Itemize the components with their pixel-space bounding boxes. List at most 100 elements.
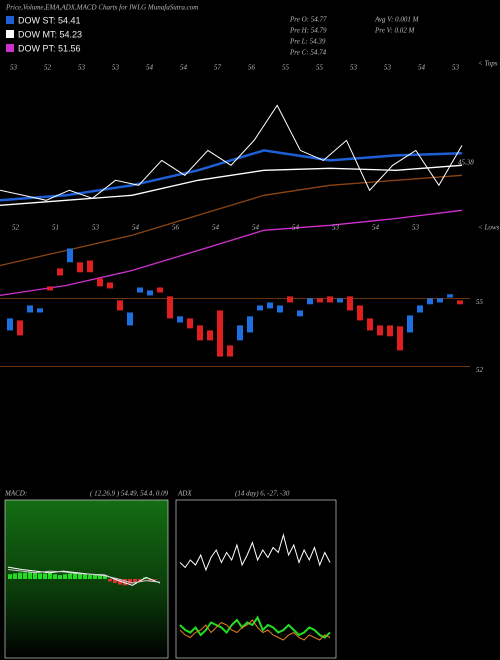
candle-body <box>197 325 203 341</box>
candle-body <box>447 294 453 298</box>
info-text: Pre O: 54.77 <box>289 16 327 24</box>
info-text: Avg V: 0.001 M <box>374 16 420 24</box>
info-text: Pre C: 54.74 <box>289 49 327 57</box>
low-label: 53 <box>332 224 340 232</box>
series-line <box>0 164 463 206</box>
candle-body <box>297 310 303 317</box>
top-label: 53 <box>10 64 18 72</box>
histogram-bar <box>63 574 67 579</box>
candle-body <box>377 325 383 336</box>
histogram-bar <box>33 572 37 579</box>
top-label: 54 <box>146 64 154 72</box>
annotation: 45.38 <box>458 159 474 167</box>
top-label: 53 <box>112 64 120 72</box>
histogram-bar <box>58 575 62 579</box>
candle-body <box>167 296 173 319</box>
macd-title: MACD: <box>4 490 27 498</box>
series-line <box>0 149 463 202</box>
candle-body <box>77 262 83 273</box>
candle-body <box>7 318 13 331</box>
candle-body <box>57 268 63 276</box>
top-label: 54 <box>418 64 426 72</box>
candle-body <box>287 296 293 303</box>
candle-body <box>277 305 283 313</box>
series-line <box>0 174 463 267</box>
histogram-bar <box>18 572 22 579</box>
candle-body <box>157 287 163 293</box>
candle-body <box>387 325 393 337</box>
series-line <box>179 533 331 572</box>
histogram-bar <box>123 579 127 586</box>
low-label: 54 <box>252 224 260 232</box>
histogram-bar <box>93 574 97 579</box>
candle-body <box>327 296 333 303</box>
legend-swatch <box>6 44 14 52</box>
candle-body <box>67 248 73 263</box>
series-line <box>179 615 331 639</box>
histogram-bar <box>118 579 122 585</box>
series-line <box>0 104 463 201</box>
candle-body <box>217 310 223 357</box>
histogram-bar <box>68 573 72 579</box>
candle-body <box>257 305 263 311</box>
candle-body <box>397 326 403 351</box>
series-line <box>0 209 463 297</box>
low-label: 51 <box>52 224 59 232</box>
top-label: 57 <box>214 64 222 72</box>
top-label: 53 <box>78 64 86 72</box>
histogram-bar <box>138 579 142 582</box>
top-label: 55 <box>282 64 290 72</box>
histogram-bar <box>23 572 27 579</box>
candle-body <box>237 325 243 341</box>
top-label: 53 <box>384 64 392 72</box>
low-label: 54 <box>132 224 140 232</box>
top-label: 56 <box>248 64 256 72</box>
candle-body <box>117 300 123 311</box>
top-label: 53 <box>452 64 460 72</box>
candle-body <box>177 316 183 323</box>
histogram-bar <box>78 573 82 579</box>
legend-label: DOW ST: 54.41 <box>18 15 81 25</box>
chart-title: Price,Volume,EMA,ADX,MACD Charts for IWL… <box>5 4 198 12</box>
candle-body <box>417 305 423 313</box>
annotation: < Lows <box>478 224 500 232</box>
histogram-bar <box>103 575 107 579</box>
histogram-bar <box>48 572 52 579</box>
y-tick-label: 52 <box>476 366 484 374</box>
histogram-bar <box>98 575 102 579</box>
histogram-bar <box>83 574 87 579</box>
adx-subtitle: (14 day) 6, -27, -30 <box>235 490 290 498</box>
top-label: 53 <box>350 64 358 72</box>
info-text: Pre L: 54.39 <box>289 38 326 46</box>
histogram-bar <box>28 571 32 579</box>
candle-body <box>27 305 33 313</box>
candle-body <box>357 305 363 321</box>
candle-body <box>307 298 313 305</box>
candle-body <box>347 296 353 311</box>
candle-body <box>427 298 433 305</box>
candle-body <box>107 282 113 289</box>
histogram-bar <box>38 573 42 579</box>
low-label: 53 <box>412 224 420 232</box>
histogram-bar <box>108 579 112 582</box>
top-label: 52 <box>44 64 52 72</box>
histogram-bar <box>148 579 152 581</box>
candle-body <box>337 298 343 303</box>
histogram-bar <box>113 579 117 583</box>
candle-body <box>17 320 23 336</box>
histogram-bar <box>128 579 132 584</box>
top-label: 54 <box>180 64 188 72</box>
candle-body <box>87 260 93 273</box>
histogram-bar <box>8 574 12 579</box>
info-text: Pre H: 54.79 <box>289 27 327 35</box>
y-tick-label: 55 <box>476 298 484 306</box>
low-label: 52 <box>12 224 20 232</box>
low-label: 54 <box>292 224 300 232</box>
candle-body <box>47 286 53 291</box>
legend-swatch <box>6 30 14 38</box>
candle-body <box>187 318 193 329</box>
candle-body <box>267 302 273 309</box>
histogram-bar <box>133 579 137 583</box>
low-label: 56 <box>172 224 180 232</box>
